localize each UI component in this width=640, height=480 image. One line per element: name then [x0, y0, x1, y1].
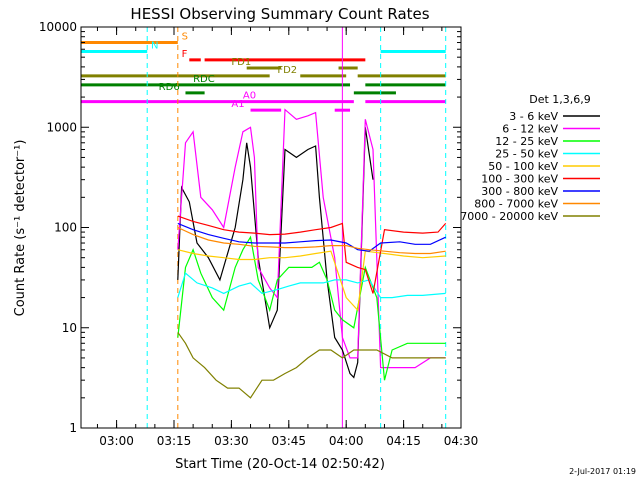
flag-label-s: S [182, 32, 188, 43]
flag-label-a0: A0 [243, 91, 256, 102]
legend-label-6: 300 - 800 keV [481, 185, 558, 198]
series-line-6 [177, 222, 446, 252]
legend-label-8: 7000 - 20000 keV [460, 210, 558, 223]
x-tick-label: 04:30 [444, 434, 479, 448]
legend-title: Det 1,3,6,9 [529, 93, 591, 106]
x-tick-label: 03:15 [157, 434, 192, 448]
legend-label-5: 100 - 300 keV [481, 173, 558, 186]
chart-title: HESSI Observing Summary Count Rates [130, 5, 429, 23]
y-tick-label: 10 [62, 321, 77, 335]
y-tick-label: 1000 [46, 120, 77, 134]
series-line-3 [177, 272, 446, 299]
x-tick-label: 04:15 [386, 434, 421, 448]
legend-label-2: 12 - 25 keV [495, 135, 558, 148]
series-line-2 [177, 235, 446, 381]
legend-label-3: 25 - 50 keV [495, 148, 558, 161]
x-axis-label: Start Time (20-Oct-14 02:50:42) [175, 457, 385, 472]
x-tick-label: 04:00 [329, 434, 364, 448]
timestamp: 2-Jul-2017 01:19 [569, 467, 636, 476]
x-tick-label: 03:00 [99, 434, 134, 448]
series-line-1 [177, 108, 446, 369]
x-tick-label: 03:30 [214, 434, 249, 448]
legend-label-4: 50 - 100 keV [488, 160, 558, 173]
axes: 03:00 03:15 03:30 03:45 04:00 04:15 04:30 1 10 10… [39, 20, 478, 448]
series-lines [177, 108, 447, 399]
flag-label-rdc: RDC [193, 74, 215, 85]
flag-label-n: N [151, 40, 158, 51]
legend-label-7: 800 - 7000 keV [474, 198, 558, 211]
series-line-5 [177, 215, 447, 294]
y-axis-label: Count Rate (s⁻¹ detector⁻¹) [13, 140, 28, 317]
flag-label-fd1: FD1 [231, 57, 251, 68]
flag-label-a1: A1 [231, 99, 244, 110]
series-line-7 [177, 226, 446, 255]
flag-label-fd2: FD2 [277, 65, 297, 76]
legend-label-0: 3 - 6 keV [509, 110, 558, 123]
x-tick-label: 03:45 [271, 434, 306, 448]
flag-label-f: F [182, 49, 188, 60]
flag-label-rd6: RD6 [159, 82, 180, 93]
y-tick-label: 10000 [39, 20, 77, 34]
series-line-8 [177, 331, 446, 399]
series-line-0 [177, 127, 374, 379]
y-tick-label: 100 [54, 221, 77, 235]
series-line-4 [177, 249, 446, 312]
y-tick-label: 1 [69, 421, 77, 435]
legend-label-1: 6 - 12 keV [502, 123, 558, 136]
